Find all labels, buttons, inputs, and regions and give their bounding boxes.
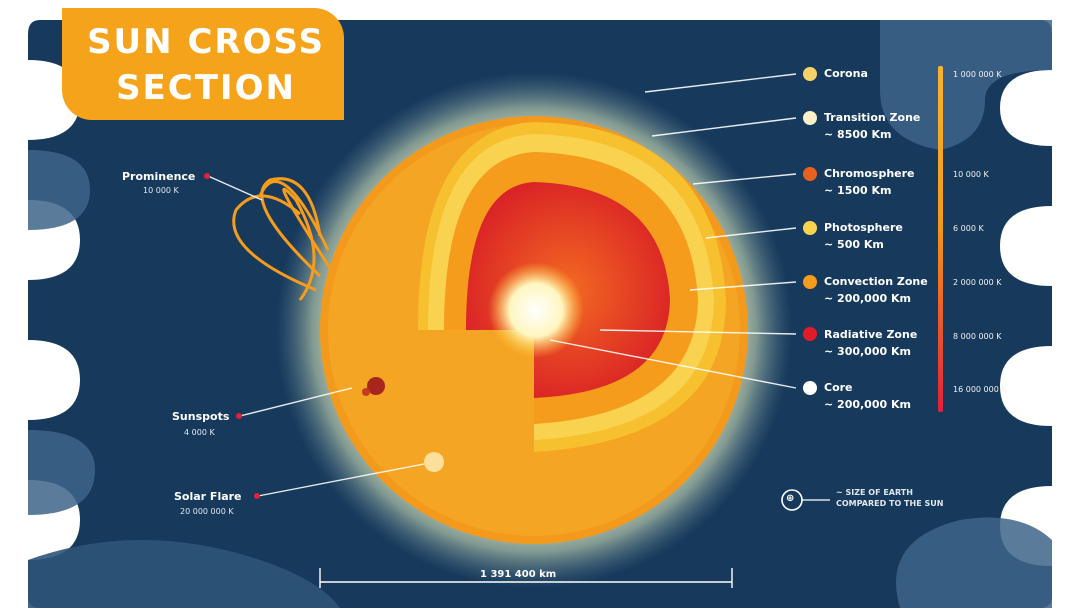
title-line-2: SECTION	[116, 68, 296, 108]
temp-prominence: 10 000 K	[143, 186, 179, 195]
temperature-scale-bar	[938, 66, 943, 412]
dot-corona	[803, 67, 817, 81]
sunspot-mark	[367, 377, 385, 395]
diameter-measure	[319, 568, 733, 588]
temp-solar-flare: 20 000 000 K	[180, 507, 234, 516]
earth-note-line-1: ~ SIZE OF EARTH	[836, 488, 913, 497]
wave-right-bottom	[896, 517, 1052, 608]
pointer-transition-zone	[651, 117, 797, 137]
dot-chromosphere	[803, 167, 817, 181]
title-line-1: SUN CROSS	[87, 22, 325, 62]
detail-core: ~ 200,000 Km	[824, 398, 911, 411]
label-solar-flare: Solar Flare	[174, 490, 242, 503]
wave-left-upper	[28, 150, 90, 230]
pointer-core	[549, 339, 797, 389]
pointer-prominence	[207, 175, 263, 201]
earth-comparison	[781, 489, 830, 511]
dot-solar-flare	[254, 493, 260, 499]
temp-sunspots: 4 000 K	[184, 428, 215, 437]
wave-bottom-left	[28, 540, 340, 608]
pointer-sunspots	[239, 387, 353, 417]
label-photosphere: Photosphere	[824, 221, 903, 234]
layer-pointers	[207, 73, 797, 497]
pointer-solar-flare	[257, 463, 425, 497]
dot-core	[803, 381, 817, 395]
detail-photosphere: ~ 500 Km	[824, 238, 884, 251]
pointer-radiative-zone	[599, 329, 797, 335]
scale-label-5: 8 000 000 K	[953, 332, 1002, 341]
diameter-label: 1 391 400 km	[480, 569, 557, 580]
scale-label-3: 6 000 K	[953, 224, 984, 233]
scale-label-4: 2 000 000 K	[953, 278, 1002, 287]
earth-marker-symbol: ⊕	[786, 493, 795, 504]
dot-sunspots	[236, 413, 242, 419]
scale-label-1: 1 000 000 K	[953, 70, 1002, 79]
detail-transition-zone: ~ 8500 Km	[824, 128, 892, 141]
label-transition-zone: Transition Zone	[824, 111, 921, 124]
dot-radiative-zone	[803, 327, 817, 341]
label-corona: Corona	[824, 67, 868, 80]
wave-right-top	[880, 20, 1052, 150]
label-core: Core	[824, 381, 853, 394]
dot-transition-zone	[803, 111, 817, 125]
pointer-convection-zone	[689, 281, 797, 291]
prominence-loops	[232, 177, 332, 301]
dot-convection-zone	[803, 275, 817, 289]
earth-note-line-2: COMPARED TO THE SUN	[836, 499, 944, 508]
scale-label-6: 16 000 000 K	[953, 385, 1007, 394]
title-banner: SUN CROSS SECTION	[62, 8, 344, 120]
layer-dots	[204, 67, 817, 499]
wave-left-lower	[28, 430, 95, 515]
dot-prominence	[204, 173, 210, 179]
label-convection-zone: Convection Zone	[824, 275, 928, 288]
sun-core	[488, 262, 584, 358]
pointer-photosphere	[705, 227, 797, 239]
solar-flare-mark	[424, 452, 444, 472]
detail-radiative-zone: ~ 300,000 Km	[824, 345, 911, 358]
detail-convection-zone: ~ 200,000 Km	[824, 292, 911, 305]
dot-photosphere	[803, 221, 817, 235]
label-prominence: Prominence	[122, 170, 196, 183]
label-sunspots: Sunspots	[172, 410, 230, 423]
detail-chromosphere: ~ 1500 Km	[824, 184, 892, 197]
pointer-chromosphere	[692, 173, 797, 185]
sun-illustration	[232, 72, 792, 588]
pointer-corona	[644, 73, 797, 93]
scale-label-2: 10 000 K	[953, 170, 989, 179]
label-radiative-zone: Radiative Zone	[824, 328, 918, 341]
label-chromosphere: Chromosphere	[824, 167, 915, 180]
sunspot-mark-small	[362, 388, 370, 396]
